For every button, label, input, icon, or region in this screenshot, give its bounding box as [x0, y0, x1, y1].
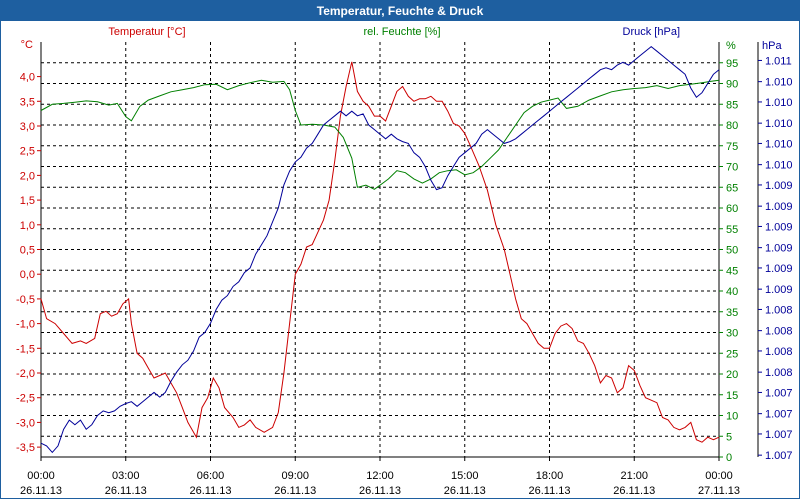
humidity-tick-label: 50: [726, 245, 738, 257]
pressure-tick-label: 1.009: [765, 180, 793, 192]
temperature-tick-label: -3,5: [16, 442, 35, 454]
humidity-tick-label: 85: [726, 99, 738, 111]
x-tick-time-label: 21:00: [620, 470, 648, 482]
x-tick-date-label: 26.11.13: [444, 485, 486, 497]
temperature-tick-label: 2,0: [20, 170, 35, 182]
temperature-tick-label: 3,0: [20, 121, 35, 133]
pressure-tick-label: 1.010: [765, 118, 793, 130]
x-tick-date-label: 26.11.13: [189, 485, 231, 497]
pressure-tick-label: 1.011: [765, 55, 792, 67]
x-tick-time-label: 03:00: [112, 470, 140, 482]
pressure-unit-label: hPa: [762, 40, 782, 52]
pressure-tick-label: 1.007: [765, 387, 793, 399]
pressure-tick-label: 1.008: [765, 346, 793, 358]
pressure-tick-label: 1.007: [765, 409, 793, 421]
temperature-tick-label: 3,5: [20, 96, 35, 108]
x-tick-date-label: 26.11.13: [20, 485, 62, 497]
humidity-unit-label: %: [726, 40, 736, 52]
temperature-tick-label: -3,0: [16, 417, 35, 429]
temperature-tick-label: 1,5: [20, 195, 35, 207]
pressure-tick-label: 1.007: [765, 429, 793, 441]
temperature-tick-label: -1,5: [16, 343, 35, 355]
x-tick-date-label: 26.11.13: [105, 485, 147, 497]
window-title-bar: Temperatur, Feuchte & Druck: [0, 0, 800, 21]
humidity-tick-label: 60: [726, 203, 738, 215]
pressure-tick-label: 1.008: [765, 326, 793, 338]
temperature-tick-label: -1,0: [16, 319, 35, 331]
window-title: Temperatur, Feuchte & Druck: [316, 3, 484, 18]
x-tick-time-label: 15:00: [451, 470, 479, 482]
pressure-tick-label: 1.010: [765, 77, 793, 89]
pressure-tick-label: 1.010: [765, 160, 793, 172]
x-tick-time-label: 12:00: [366, 470, 394, 482]
humidity-tick-label: 40: [726, 286, 738, 298]
humidity-tick-label: 55: [726, 224, 738, 236]
pressure-tick-label: 1.008: [765, 304, 793, 316]
temperature-tick-label: 4,0: [20, 72, 35, 84]
temperature-tick-label: -2,5: [16, 393, 35, 405]
pressure-tick-label: 1.008: [765, 367, 793, 379]
x-tick-time-label: 09:00: [281, 470, 309, 482]
humidity-tick-label: 10: [726, 411, 738, 423]
temperature-axis-title: Temperatur [°C]: [108, 26, 185, 38]
pressure-axis-title: Druck [hPa]: [623, 26, 680, 38]
temperature-tick-label: 0,5: [20, 245, 35, 257]
temperature-tick-label: 1,0: [20, 220, 35, 232]
humidity-tick-label: 0: [726, 452, 732, 464]
humidity-tick-label: 15: [726, 390, 738, 402]
pressure-tick-label: 1.009: [765, 201, 793, 213]
humidity-tick-label: 70: [726, 162, 738, 174]
x-tick-date-label: 26.11.13: [274, 485, 316, 497]
humidity-tick-label: 35: [726, 307, 738, 319]
humidity-tick-label: 5: [726, 431, 732, 443]
pressure-tick-label: 1.010: [765, 97, 793, 109]
temperature-series-line: [40, 61, 720, 443]
x-tick-time-label: 00:00: [705, 470, 733, 482]
humidity-tick-label: 65: [726, 182, 738, 194]
humidity-tick-label: 95: [726, 58, 738, 70]
humidity-tick-label: 30: [726, 328, 738, 340]
humidity-tick-label: 45: [726, 265, 738, 277]
x-tick-time-label: 18:00: [536, 470, 564, 482]
x-tick-date-label: 26.11.13: [528, 485, 570, 497]
x-tick-time-label: 06:00: [197, 470, 225, 482]
temperature-tick-label: -2,0: [16, 368, 35, 380]
humidity-tick-label: 25: [726, 348, 738, 360]
temperature-tick-label: 2,5: [20, 146, 35, 158]
temperature-tick-label: -0,5: [16, 294, 35, 306]
pressure-tick-label: 1.007: [765, 450, 793, 462]
humidity-tick-label: 90: [726, 79, 738, 91]
pressure-series-line: [40, 45, 720, 454]
humidity-series-line: [40, 79, 720, 190]
pressure-tick-label: 1.010: [765, 138, 793, 150]
pressure-tick-label: 1.009: [765, 263, 793, 275]
humidity-tick-label: 20: [726, 369, 738, 381]
x-tick-time-label: 00:00: [27, 470, 55, 482]
x-tick-date-label: 27.11.13: [698, 485, 740, 497]
x-tick-date-label: 26.11.13: [359, 485, 401, 497]
humidity-tick-label: 75: [726, 141, 738, 153]
pressure-tick-label: 1.009: [765, 221, 793, 233]
pressure-tick-label: 1.009: [765, 243, 793, 255]
temperature-tick-label: 0,0: [20, 269, 35, 281]
x-tick-date-label: 26.11.13: [613, 485, 655, 497]
humidity-tick-label: 80: [726, 120, 738, 132]
temperature-unit-label: °C: [21, 39, 33, 51]
pressure-tick-label: 1.009: [765, 284, 793, 296]
humidity-axis-title: rel. Feuchte [%]: [363, 26, 440, 38]
